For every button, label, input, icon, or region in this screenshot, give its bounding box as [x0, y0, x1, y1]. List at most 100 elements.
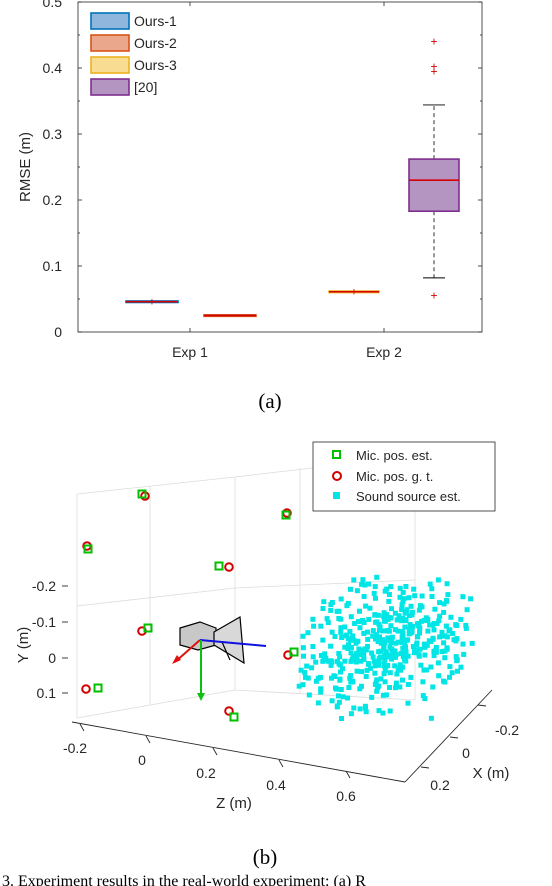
sound-source-point: [343, 633, 349, 639]
sound-source-point: [441, 640, 447, 646]
sound-source-point: [310, 616, 316, 622]
mic-estimate-marker: [83, 544, 93, 554]
sound-source-point: [349, 656, 355, 662]
sound-source-point: [381, 662, 387, 668]
legend-swatch: [90, 78, 130, 96]
sound-source-point: [464, 607, 470, 613]
sound-source-point: [383, 692, 389, 698]
boxplot-panel: 00.10.20.30.40.5 Exp 1 Exp 2 ++ ++++ RMSE …: [17, 0, 483, 413]
sound-source-point: [348, 650, 354, 656]
sound-source-point: [357, 625, 363, 631]
sound-source-point: [386, 598, 392, 604]
sound-source-point: [389, 634, 395, 640]
median-marker: +: [351, 287, 357, 299]
sound-source-point: [329, 659, 335, 665]
sound-source-point: [416, 652, 422, 658]
axis-lines-3d: [71, 689, 493, 783]
sound-source-point: [386, 628, 392, 634]
sound-source-point: [300, 633, 306, 639]
sound-source-point: [338, 625, 344, 631]
caption-b: (b): [253, 845, 278, 869]
sound-source-point: [338, 669, 343, 675]
sound-source-point: [358, 647, 364, 653]
sound-source-point: [375, 612, 381, 618]
sound-source-point: [431, 653, 437, 659]
sound-source-point: [381, 644, 387, 650]
sound-source-point: [424, 642, 430, 648]
sound-source-point: [351, 637, 357, 643]
caption-a: (a): [258, 389, 281, 413]
sound-source-point: [298, 667, 304, 673]
sound-source-point: [386, 592, 392, 597]
sound-source-point: [354, 668, 360, 674]
sound-source-point: [399, 634, 405, 640]
box-ours-2: [203, 314, 257, 318]
sound-source-point: [372, 612, 378, 618]
sound-source-point: [463, 625, 469, 631]
sound-source-point: [306, 692, 312, 698]
mic-estimate-marker: [229, 712, 239, 722]
sound-source-point: [342, 644, 348, 650]
sound-source-point: [441, 678, 446, 684]
sound-source-point: [342, 658, 348, 664]
sound-source-point: [422, 696, 428, 702]
sound-source-point: [387, 708, 393, 714]
sound-source-point: [406, 595, 412, 601]
sound-source-point: [389, 606, 394, 612]
x-tick-label: Exp 1: [172, 344, 208, 360]
outlier-marker: +: [430, 64, 437, 78]
mic-ground-truth-marker: [224, 562, 234, 572]
sound-source-point: [408, 603, 414, 609]
sound-source-point: [405, 700, 411, 706]
x-tick-label: 0: [462, 745, 470, 761]
mic-ground-truth-marker: [224, 706, 234, 716]
sound-source-point: [347, 629, 353, 635]
sound-source-point: [361, 651, 367, 657]
sound-source-point: [304, 663, 310, 669]
figure-caption-fragment: 3. Experiment results in the real-world …: [2, 873, 366, 886]
sound-source-point: [351, 577, 357, 583]
sound-source-point: [453, 622, 459, 628]
legend-square-filled-icon: [333, 492, 340, 499]
sound-source-point: [365, 629, 370, 635]
sound-source-point: [323, 655, 329, 661]
sound-source-point: [345, 695, 351, 701]
sound-source-point: [315, 700, 321, 706]
sound-source-point: [393, 685, 398, 691]
sound-source-point: [431, 648, 437, 654]
sound-source-point: [328, 662, 334, 668]
sound-source-point: [369, 694, 375, 700]
sound-source-point: [376, 662, 382, 668]
x-tick-label: Exp 2: [366, 344, 402, 360]
sound-source-point: [437, 600, 443, 606]
sound-source-point: [333, 685, 338, 691]
sound-source-point: [320, 658, 326, 664]
sound-source-point: [321, 599, 327, 605]
sound-source-point: [336, 699, 342, 705]
sound-source-point: [445, 592, 451, 598]
sound-source-point: [358, 618, 364, 624]
sound-source-point: [340, 666, 345, 672]
sound-source-point: [435, 660, 441, 666]
sound-source-point: [407, 622, 413, 627]
sound-source-point: [383, 649, 389, 655]
sound-source-point: [388, 584, 394, 590]
sound-source-point: [318, 653, 324, 658]
sound-source-point: [402, 610, 408, 616]
sound-source-point: [376, 708, 382, 714]
z-tick-label: 0: [138, 752, 146, 768]
sound-source-point: [359, 683, 364, 689]
sound-source-point: [397, 585, 403, 591]
sound-source-point: [388, 638, 394, 643]
sound-source-point: [313, 659, 319, 665]
sound-source-point: [361, 630, 367, 636]
speaker-edge: [221, 641, 231, 661]
sound-source-point: [392, 663, 398, 669]
sound-source-point: [400, 654, 406, 659]
sound-source-point: [420, 679, 426, 685]
sound-source-point: [300, 682, 306, 688]
sound-source-point: [429, 594, 435, 599]
sound-source-point: [423, 615, 429, 621]
mic-estimate-marker: [93, 683, 103, 693]
sound-source-point: [392, 627, 398, 633]
